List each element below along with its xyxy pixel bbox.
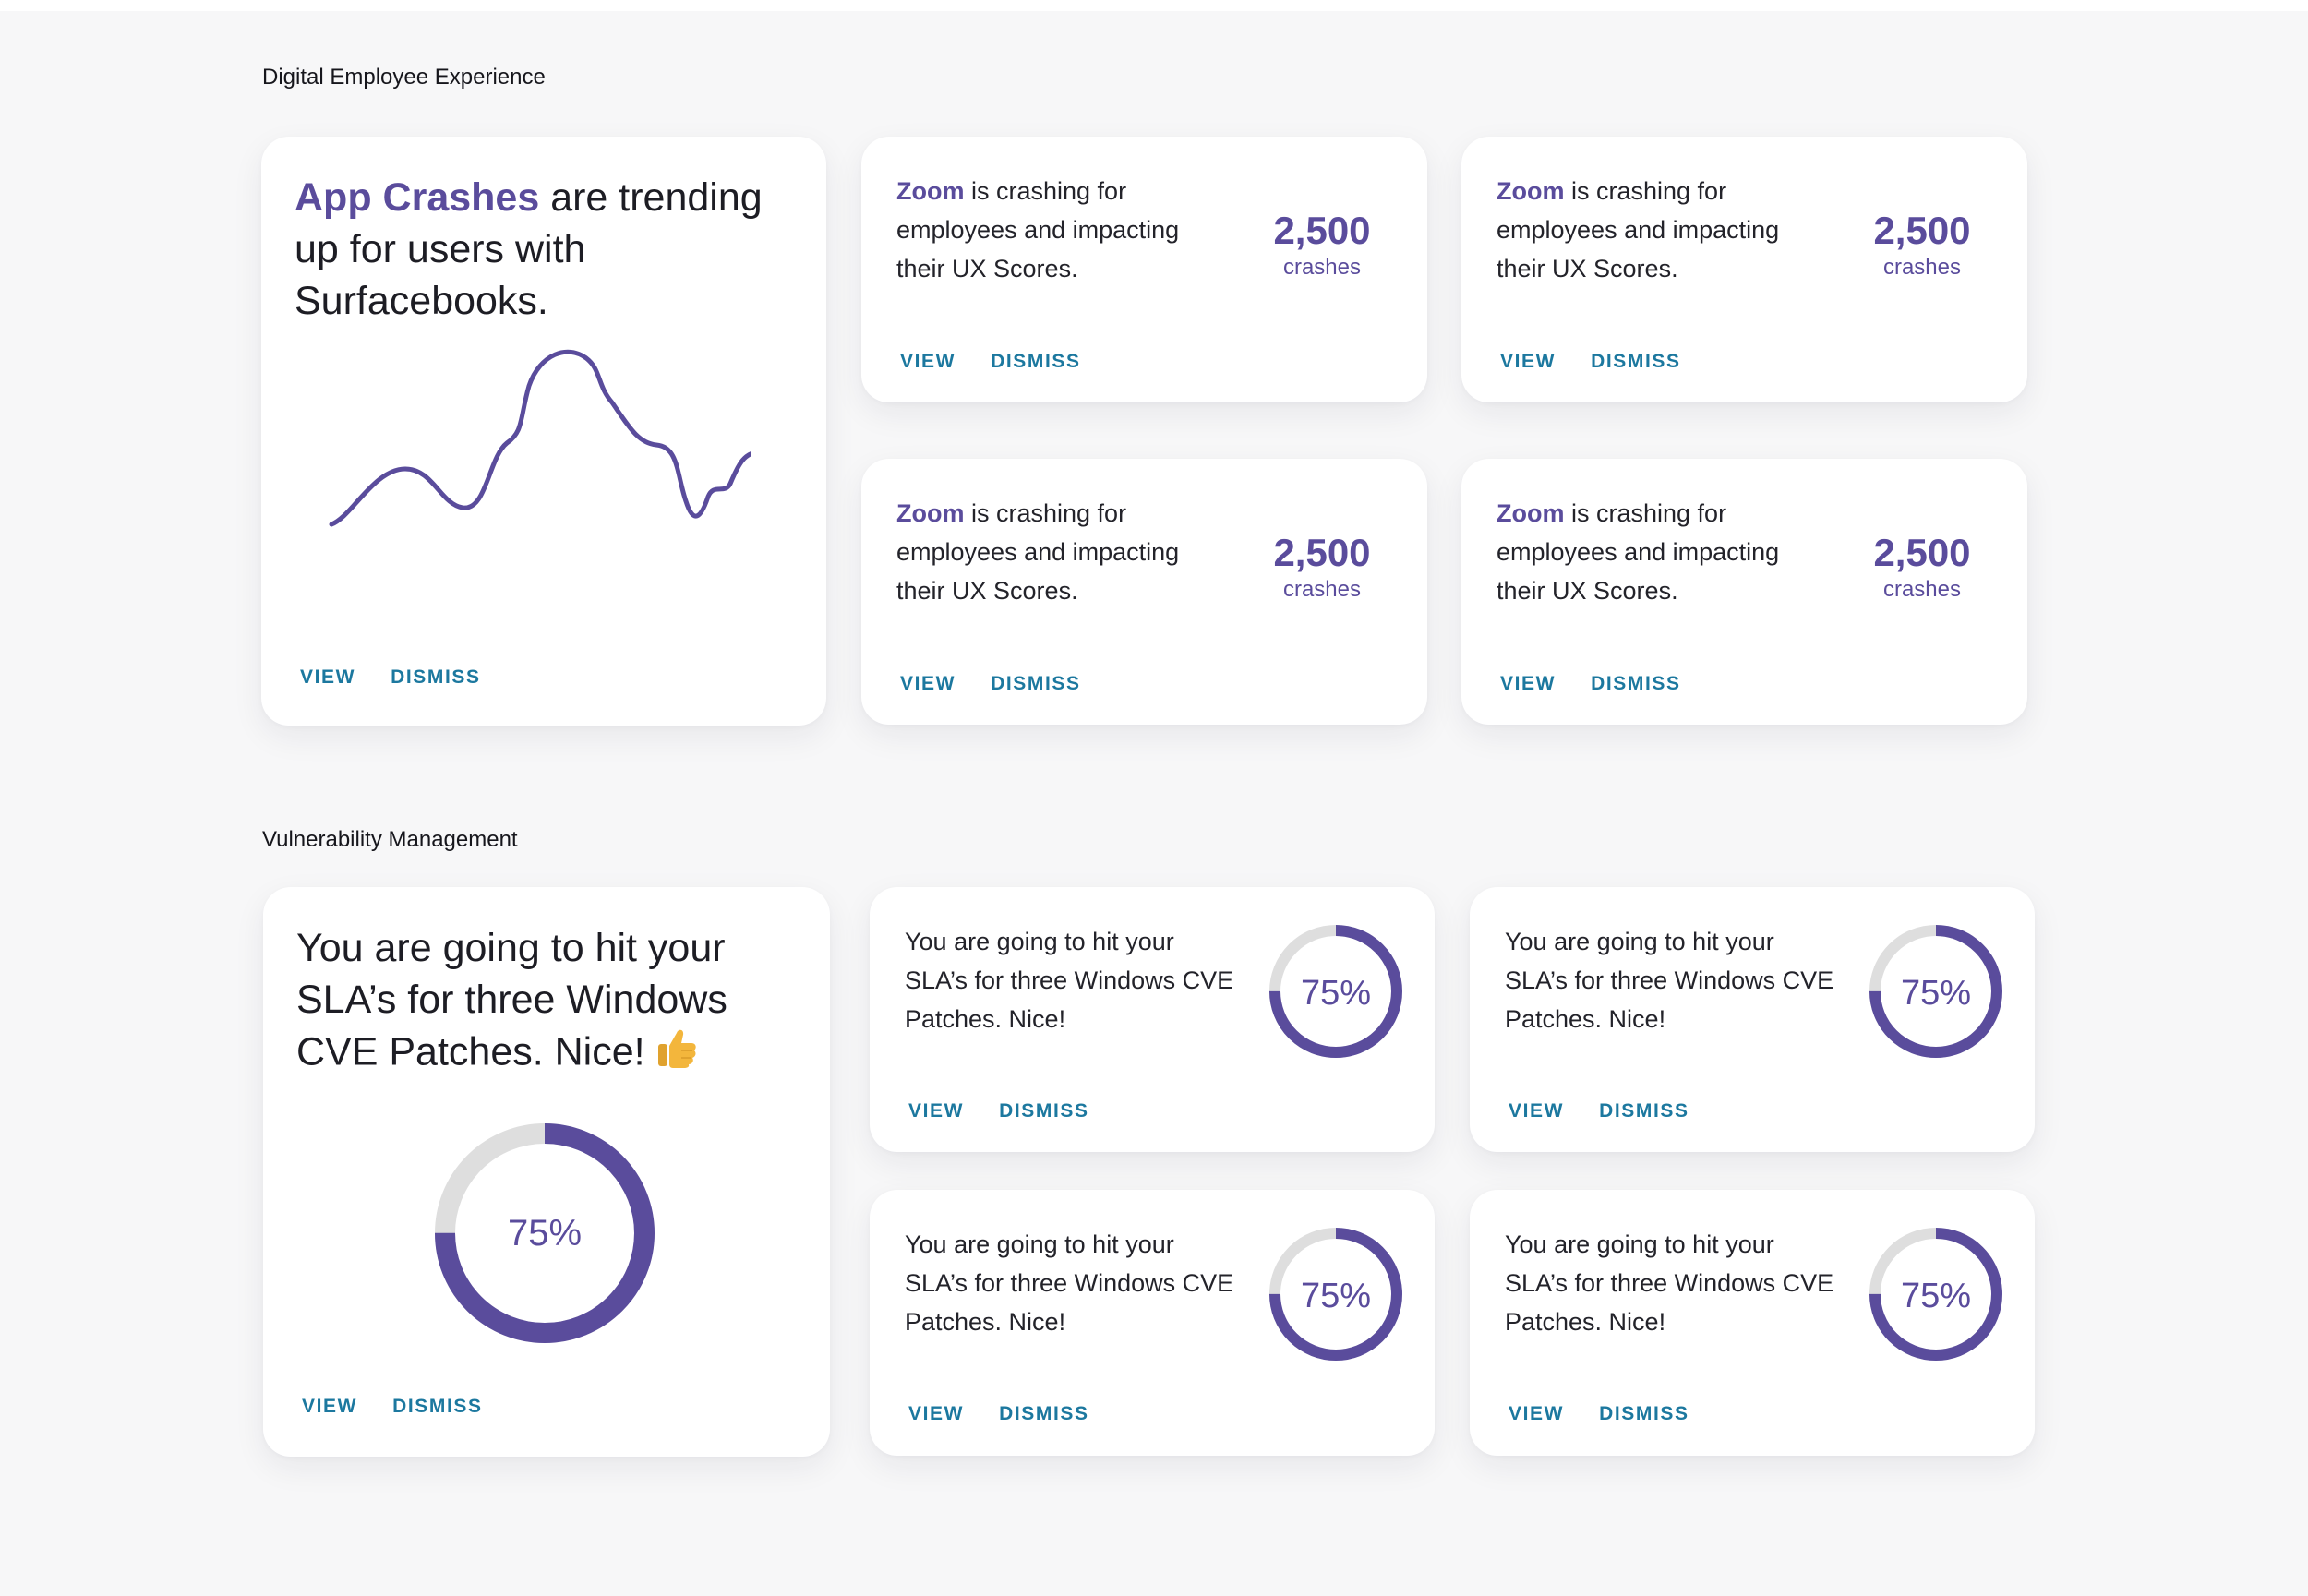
sla-percent-label: 75% — [1901, 974, 1971, 1013]
view-button[interactable]: VIEW — [900, 351, 956, 372]
crash-unit: crashes — [1882, 577, 1962, 602]
crash-stat: 2,500 crashes — [1257, 531, 1387, 605]
thumbs-up-icon — [656, 1026, 697, 1083]
crash-insight-card: Zoom is crashing for employees and impac… — [1461, 137, 2027, 402]
featured-insight-headline: App Crashes are trending up for users wi… — [295, 172, 793, 327]
sla-progress-donut: 75% — [1269, 925, 1402, 1058]
view-button[interactable]: VIEW — [302, 1396, 358, 1417]
featured-insight-text: are trending up for users with Surfacebo… — [295, 175, 763, 323]
crash-insight-app-name: Zoom — [1497, 177, 1565, 205]
featured-insight-card: App Crashes are trending up for users wi… — [261, 137, 826, 726]
crash-unit: crashes — [1282, 255, 1362, 280]
crash-count: 2,500 — [1273, 209, 1371, 252]
crash-insight-app-name: Zoom — [896, 499, 965, 527]
card-actions: VIEW DISMISS — [908, 1403, 1089, 1425]
dismiss-button[interactable]: DISMISS — [392, 1396, 483, 1417]
crash-count: 2,500 — [1873, 531, 1971, 574]
crash-insight-description: is crashing for employees and impacting … — [1497, 177, 1780, 282]
dismiss-button[interactable]: DISMISS — [999, 1100, 1089, 1122]
featured-insight-highlight: App Crashes — [295, 175, 540, 220]
view-button[interactable]: VIEW — [1509, 1100, 1565, 1122]
crash-stat: 2,500 crashes — [1257, 209, 1387, 282]
sla-progress-donut: 75% — [1869, 1228, 2002, 1361]
sla-percent-label: 75% — [508, 1213, 582, 1254]
view-button[interactable]: VIEW — [1500, 673, 1557, 694]
crash-stat: 2,500 crashes — [1857, 531, 1987, 605]
crash-insight-app-name: Zoom — [896, 177, 965, 205]
app-crashes-trend-sparkline — [329, 349, 751, 527]
sla-card: You are going to hit your SLA’s for thre… — [870, 887, 1435, 1152]
featured-sla-card: You are going to hit your SLA’s for thre… — [263, 887, 830, 1457]
dismiss-button[interactable]: DISMISS — [999, 1403, 1089, 1424]
featured-sla-headline: You are going to hit your SLA’s for thre… — [296, 922, 795, 1083]
dismiss-button[interactable]: DISMISS — [1591, 673, 1681, 694]
view-button[interactable]: VIEW — [1500, 351, 1557, 372]
crash-insight-text: Zoom is crashing for employees and impac… — [1497, 172, 1829, 288]
card-actions: VIEW DISMISS — [900, 673, 1081, 695]
sla-progress-donut: 75% — [1869, 925, 2002, 1058]
view-button[interactable]: VIEW — [908, 1403, 965, 1424]
featured-sla-text: You are going to hit your SLA’s for thre… — [296, 926, 727, 1074]
sla-progress-donut: 75% — [1269, 1228, 1402, 1361]
crash-insight-app-name: Zoom — [1497, 499, 1565, 527]
sla-card-text: You are going to hit your SLA’s for thre… — [1505, 928, 1834, 1033]
sla-card-text: You are going to hit your SLA’s for thre… — [905, 928, 1234, 1033]
dismiss-button[interactable]: DISMISS — [1599, 1403, 1689, 1424]
featured-sla-actions: VIEW DISMISS — [302, 1396, 483, 1418]
sla-card: You are going to hit your SLA’s for thre… — [870, 1190, 1435, 1456]
sla-card: You are going to hit your SLA’s for thre… — [1470, 1190, 2035, 1456]
crash-insight-description: is crashing for employees and impacting … — [1497, 499, 1780, 605]
dismiss-button[interactable]: DISMISS — [1599, 1100, 1689, 1122]
sla-percent-label: 75% — [1301, 974, 1371, 1013]
dismiss-button[interactable]: DISMISS — [991, 351, 1081, 372]
view-button[interactable]: VIEW — [908, 1100, 965, 1122]
sla-card-text: You are going to hit your SLA’s for thre… — [1505, 1230, 1834, 1336]
crash-insight-description: is crashing for employees and impacting … — [896, 499, 1180, 605]
card-actions: VIEW DISMISS — [1509, 1403, 1689, 1425]
section-title-dex: Digital Employee Experience — [262, 65, 546, 90]
sla-percent-label: 75% — [1301, 1277, 1371, 1315]
card-actions: VIEW DISMISS — [908, 1100, 1089, 1122]
sla-percent-label: 75% — [1901, 1277, 1971, 1315]
dismiss-button[interactable]: DISMISS — [391, 666, 481, 688]
crash-stat: 2,500 crashes — [1857, 209, 1987, 282]
view-button[interactable]: VIEW — [1509, 1403, 1565, 1424]
card-actions: VIEW DISMISS — [1509, 1100, 1689, 1122]
view-button[interactable]: VIEW — [300, 666, 356, 688]
crash-insight-card: Zoom is crashing for employees and impac… — [861, 137, 1427, 402]
view-button[interactable]: VIEW — [900, 673, 956, 694]
crash-insight-text: Zoom is crashing for employees and impac… — [896, 494, 1229, 610]
crash-insight-text: Zoom is crashing for employees and impac… — [1497, 494, 1829, 610]
sla-card: You are going to hit your SLA’s for thre… — [1470, 887, 2035, 1152]
sla-progress-donut: 75% — [435, 1123, 655, 1343]
crash-insight-card: Zoom is crashing for employees and impac… — [861, 459, 1427, 725]
crash-unit: crashes — [1282, 577, 1362, 602]
crash-insight-text: Zoom is crashing for employees and impac… — [896, 172, 1229, 288]
section-title-vuln: Vulnerability Management — [262, 827, 518, 852]
card-actions: VIEW DISMISS — [1500, 351, 1681, 373]
crash-count: 2,500 — [1273, 531, 1371, 574]
crash-insight-description: is crashing for employees and impacting … — [896, 177, 1180, 282]
crash-unit: crashes — [1882, 255, 1962, 280]
card-actions: VIEW DISMISS — [1500, 673, 1681, 695]
sla-card-text: You are going to hit your SLA’s for thre… — [905, 1230, 1234, 1336]
card-actions: VIEW DISMISS — [900, 351, 1081, 373]
crash-count: 2,500 — [1873, 209, 1971, 252]
crash-insight-card: Zoom is crashing for employees and impac… — [1461, 459, 2027, 725]
featured-insight-actions: VIEW DISMISS — [300, 666, 481, 689]
top-bar — [0, 0, 2308, 11]
dismiss-button[interactable]: DISMISS — [991, 673, 1081, 694]
dismiss-button[interactable]: DISMISS — [1591, 351, 1681, 372]
